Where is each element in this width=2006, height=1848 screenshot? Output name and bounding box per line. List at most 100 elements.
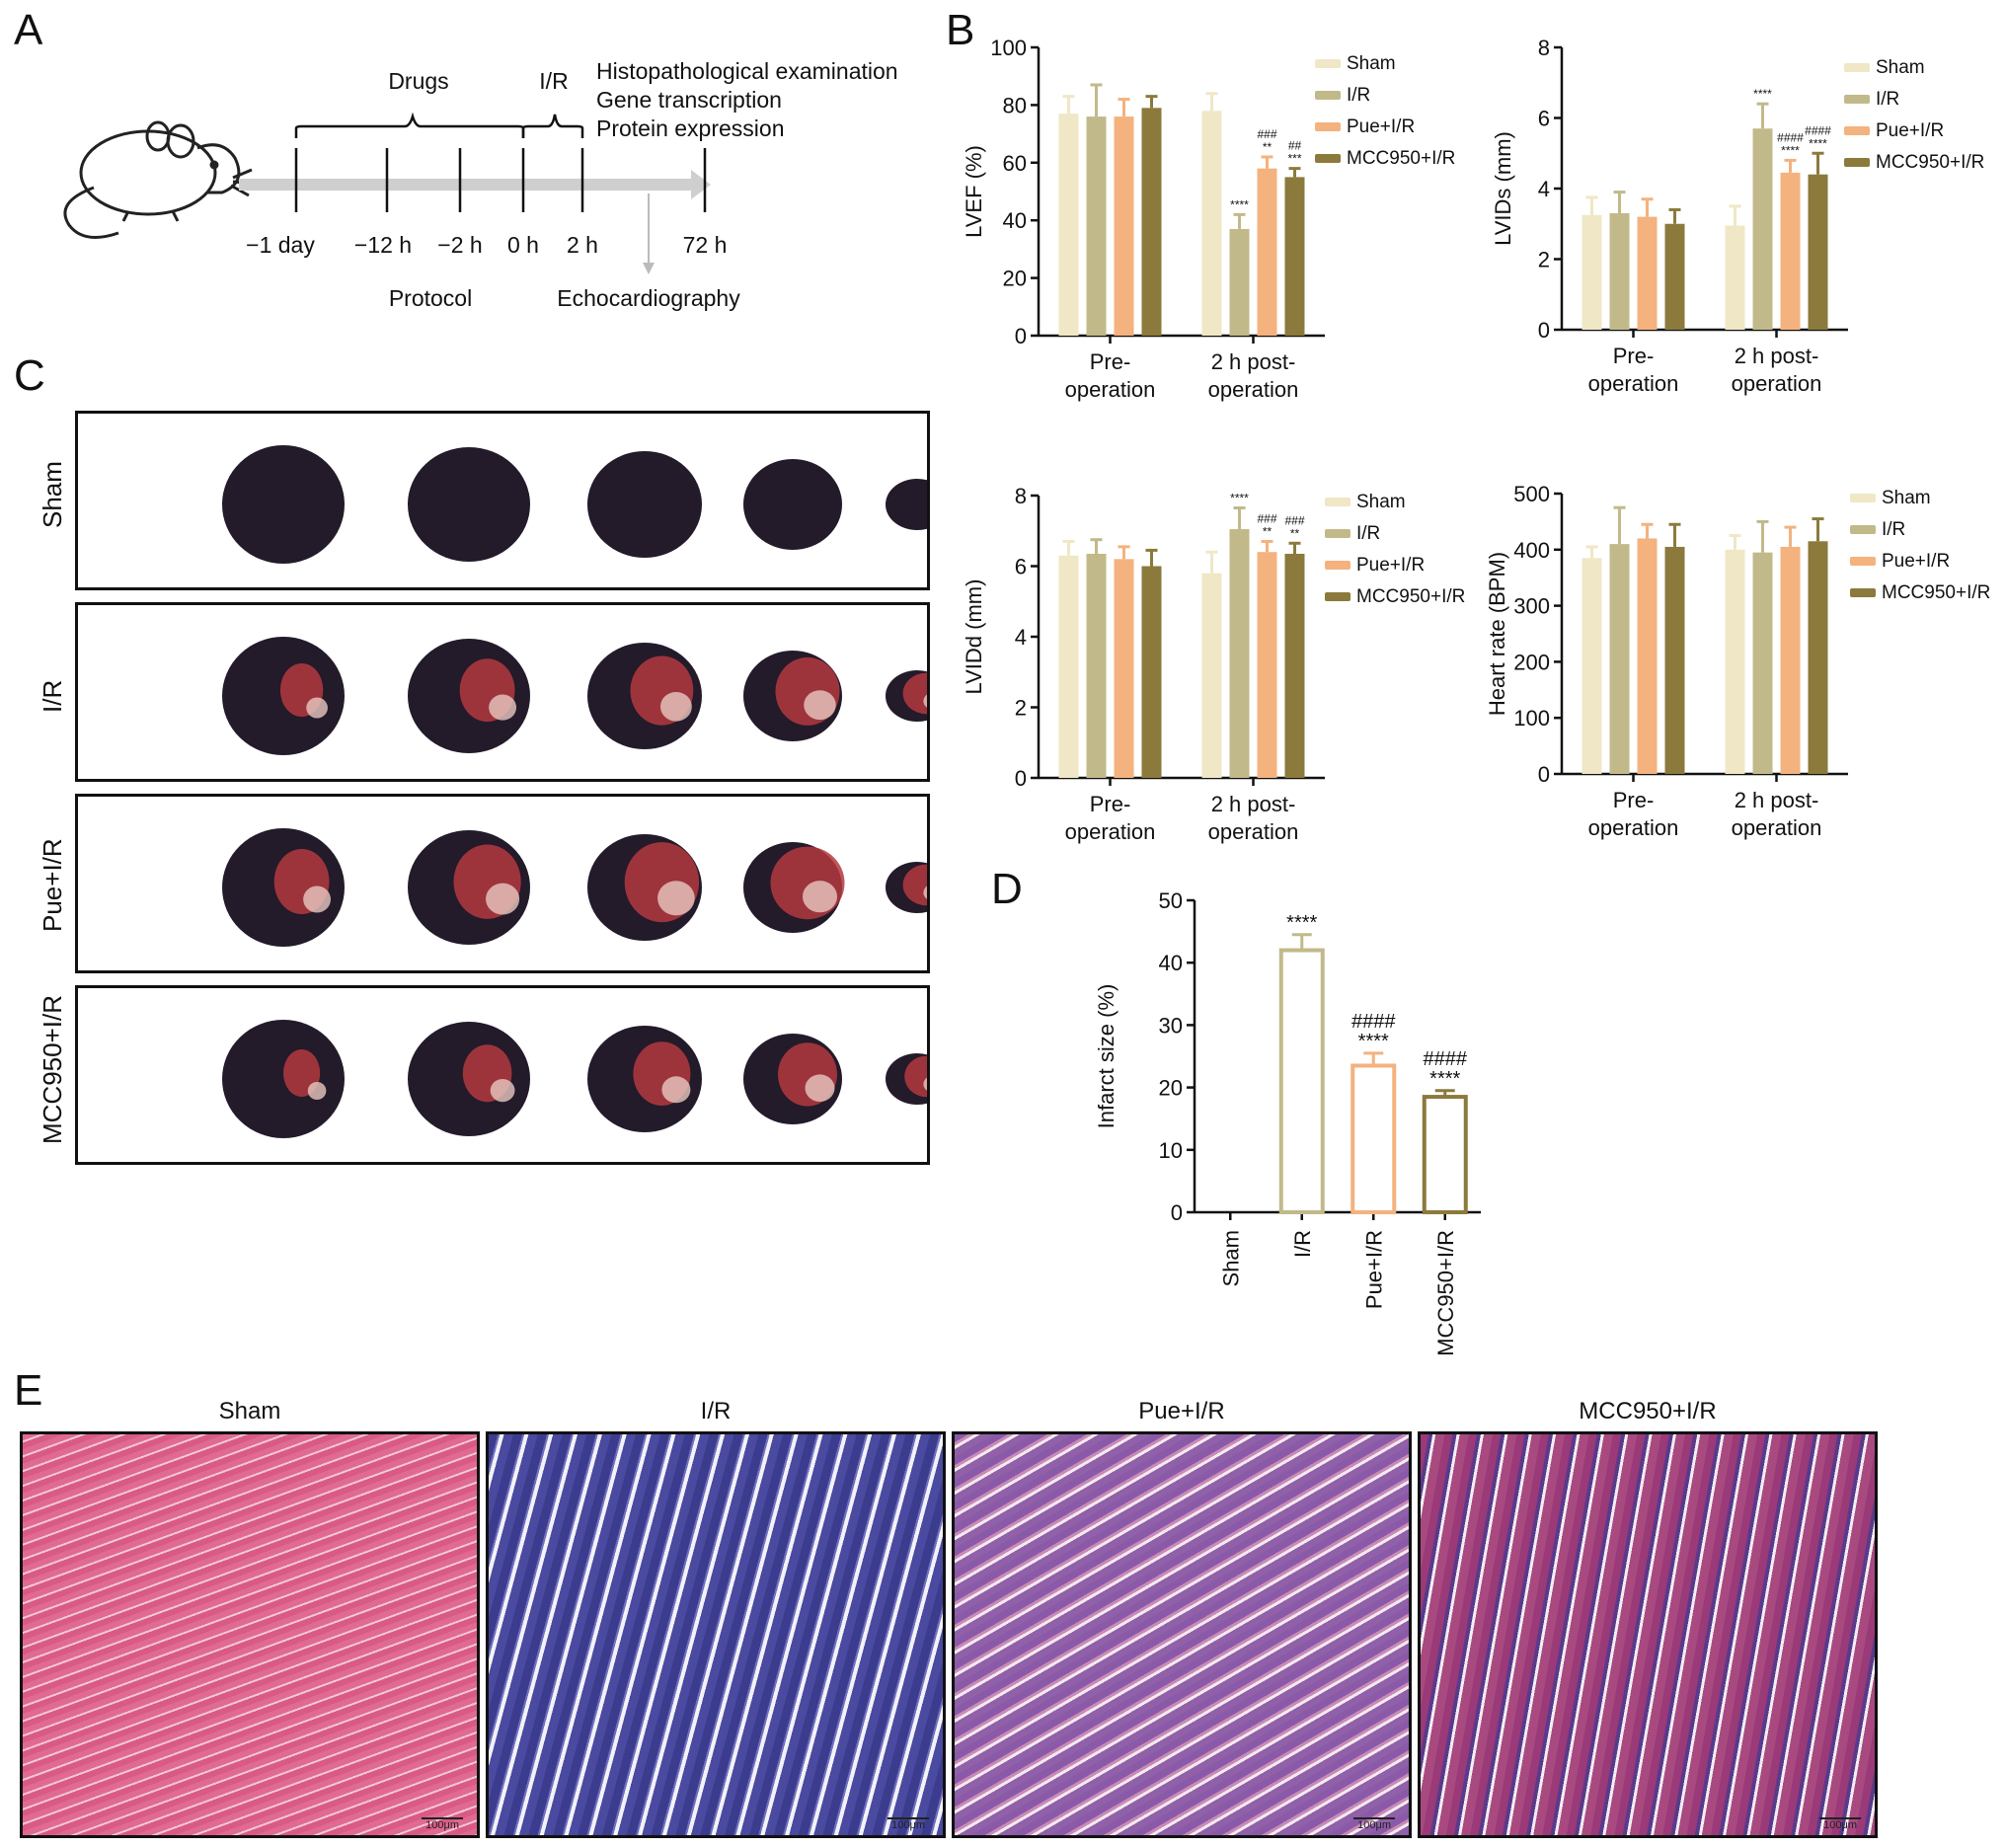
infarct-region [770,846,845,920]
legend-entry: Sham [1356,492,1406,512]
bar-mcc950-i-r [1284,177,1305,336]
bar-i-r [1086,553,1107,778]
heart-slice [743,1034,842,1124]
pale-region [923,694,927,708]
bar-sham [1582,214,1602,330]
bar-sham [1201,111,1222,337]
significance-mark: ### [1284,513,1304,527]
bar-i-r [1229,228,1250,336]
bar-pue-i-r [1637,538,1658,774]
x-tick-label: Pre- [1613,788,1655,812]
x-tick-label: Pre- [1090,349,1131,374]
chart-hr: 0 100 200 300 400 500 Heart rate (BPM) Pre-oper… [1485,482,1990,840]
y-tick-label: 2 [1538,248,1550,272]
x-tick-label: operation [1208,819,1299,844]
y-axis-label: LVIDd (mm) [962,579,986,695]
y-tick-label: 0 [1538,762,1550,787]
bar-pue-i-r [1257,168,1277,336]
x-tick-label: 2 h post- [1735,788,1819,812]
significance-mark: **** [1230,492,1249,505]
heart-slice [743,842,845,933]
legend-swatch [1325,561,1350,570]
y-tick-label: 100 [990,36,1027,60]
bar-pue-i-r [1637,216,1658,330]
legend-swatch [1315,154,1341,163]
x-tick-label: operation [1732,815,1822,840]
significance-mark: ### [1257,127,1276,141]
pale-region [486,883,520,915]
legend-entry: I/R [1347,85,1370,106]
legend-swatch [1325,529,1350,538]
y-tick-label: 300 [1513,594,1550,619]
chart-lvidd: 0 2 4 6 8 LVIDd (mm) Pre-operation 2 h post-ope… [962,484,1465,844]
heart-slice [408,830,530,945]
infarct-region [904,1055,927,1098]
y-tick-label: 2 [1015,696,1027,721]
legend-entry: MCC950+I/R [1356,586,1465,607]
y-tick-label: 10 [1159,1138,1183,1163]
pale-region [306,697,328,719]
infarct-region [902,672,927,715]
histology-title: I/R [700,1398,732,1424]
significance-mark: ** [1263,524,1273,538]
panel-label-e: E [14,1366,43,1415]
pale-region [489,694,517,721]
significance-mark: #### [1351,1011,1396,1033]
pale-region [804,690,836,721]
bar-sham [1058,114,1079,336]
heart-slice [222,1020,345,1138]
x-tick-label: Sham [1218,1230,1243,1286]
heart-slice [587,834,702,941]
panel-label-c: C [14,351,45,400]
x-tick-label: Pre- [1613,344,1655,368]
scale-bar: 100μm [887,1817,929,1831]
y-tick-label: 100 [1513,706,1550,731]
significance-mark: **** [1753,87,1772,101]
y-tick-label: 8 [1015,484,1027,508]
y-tick-label: 0 [1538,318,1550,343]
bar-i-r [1229,528,1250,778]
bar-mcc950-i-r [1141,566,1162,778]
histology-image: 100μm [20,1431,480,1838]
legend-swatch [1325,498,1350,506]
histology-title: Sham [218,1398,281,1424]
bar-i-r [1278,948,1325,1214]
panel-label-d: D [991,865,1023,913]
pale-region [490,1079,515,1103]
heart-slice [587,1026,702,1132]
bar-pue-i-r [1114,559,1134,778]
chart-lvef: 0 20 40 60 80 100 LVEF (%) Pre-operation 2 h pos… [962,36,1455,402]
y-axis-label: Heart rate (BPM) [1485,552,1509,716]
pale-region [923,1077,927,1091]
y-tick-label: 20 [1159,1076,1183,1101]
significance-mark: **** [1809,136,1827,150]
heart-slice [222,637,345,755]
y-tick-label: 40 [1003,208,1027,233]
panel-label-a: A [14,6,43,54]
pale-region [657,881,695,916]
ttc-slices [222,637,927,755]
scale-bar: 100μm [422,1817,463,1831]
ttc-frame-4 [75,985,930,1165]
x-tick-label: 2 h post- [1211,792,1296,816]
histology-image: 100μm [1418,1431,1878,1838]
y-axis-label: Infarct size (%) [1094,984,1119,1129]
heart-slice [886,1053,927,1105]
legend-entry: MCC950+I/R [1347,148,1455,169]
bar-mcc950-i-r [1808,174,1828,330]
y-tick-label: 4 [1015,625,1027,650]
heart-slice-body [222,1020,345,1138]
timepoint-2: −12 h [354,232,412,258]
chart-lvids: 0 2 4 6 8 LVIDs (mm) Pre-operation 2 h post-ope… [1491,36,1984,396]
heart-slice [222,828,345,947]
y-tick-label: 500 [1513,482,1550,506]
ttc-row-label: Pue+I/R [38,838,67,932]
x-tick-label: Pre- [1090,792,1131,816]
significance-mark: #### [1777,130,1804,144]
infarct-region [902,864,927,906]
bar-mcc950-i-r [1141,108,1162,336]
pale-region [805,1074,835,1102]
panel-label-b: B [946,6,975,54]
y-tick-label: 50 [1159,888,1183,913]
y-tick-label: 8 [1538,36,1550,60]
